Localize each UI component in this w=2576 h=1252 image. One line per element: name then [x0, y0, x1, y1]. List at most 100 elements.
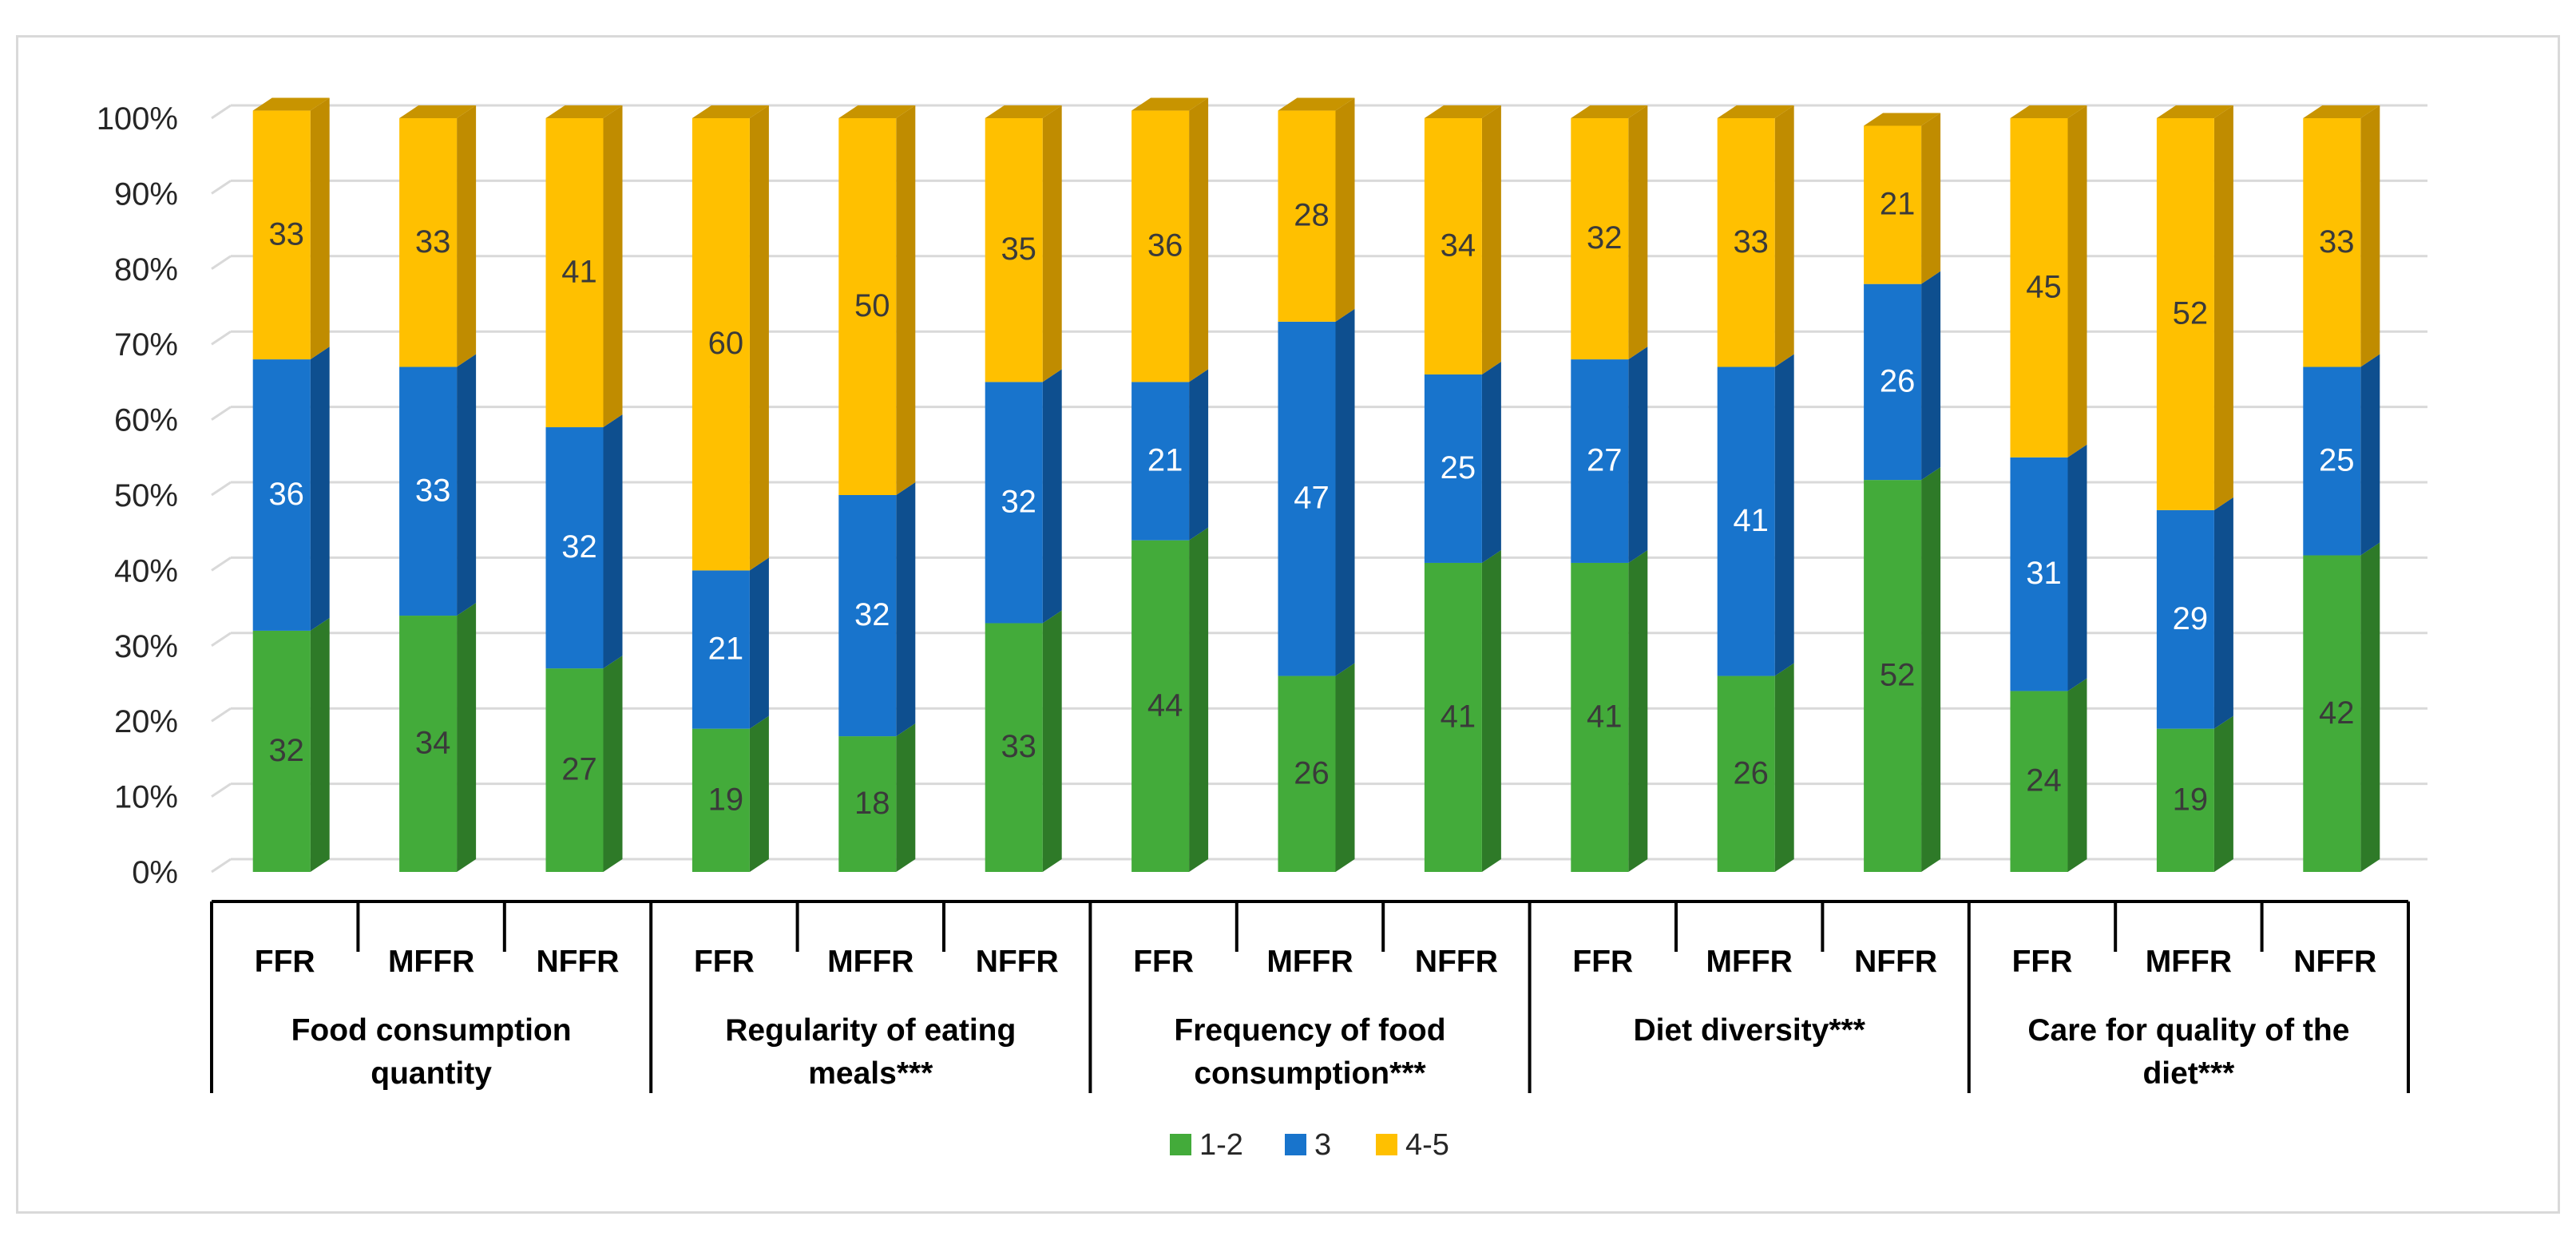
bar-segment: [2010, 457, 2068, 691]
bar-segment: [1717, 366, 1775, 676]
data-label: 50: [854, 288, 890, 323]
group-label: diet***: [2142, 1056, 2235, 1091]
group-label: Care for quality of the: [2027, 1013, 2349, 1048]
y-tick-label: 50%: [114, 478, 178, 513]
data-label: 29: [2173, 601, 2209, 636]
stacked-bar-chart: 0%10%20%30%40%50%60%70%80%90%100%3236333…: [97, 97, 2427, 1162]
bar-segment: [2156, 118, 2214, 510]
bar-segment: [545, 668, 604, 872]
gridline-diag: [211, 557, 232, 572]
category-label: NFFR: [2293, 945, 2376, 979]
bar-side: [603, 105, 623, 428]
data-label: 28: [1294, 198, 1330, 233]
data-label: 18: [854, 786, 890, 821]
bar-side: [2360, 354, 2380, 556]
bar-segment: [2156, 728, 2214, 872]
bar-top: [399, 105, 477, 118]
bar-segment: [1864, 283, 1922, 481]
bar-side: [2213, 497, 2233, 729]
bar-side: [457, 603, 477, 872]
bar-side: [1921, 113, 1941, 284]
bar-segment: [1424, 374, 1482, 563]
gridline-diag: [211, 330, 232, 346]
data-label: 19: [708, 782, 744, 817]
bar-segment: [692, 118, 750, 571]
legend-swatch: [1376, 1134, 1397, 1155]
bar-side: [2213, 105, 2233, 510]
bar-segment: [1278, 321, 1336, 676]
bar-segment: [252, 359, 311, 631]
data-label: 21: [1147, 443, 1183, 478]
category-label: MFFR: [388, 945, 474, 979]
bar-side: [1481, 105, 1501, 374]
category-label: NFFR: [1854, 945, 1937, 979]
bar-side: [457, 105, 477, 367]
bar-segment: [1424, 562, 1482, 872]
group-label: Food consumption: [291, 1013, 572, 1048]
data-label: 32: [268, 733, 304, 768]
bar-top: [1131, 97, 1209, 111]
bar-side: [1042, 610, 1062, 872]
bar-side: [749, 557, 769, 729]
bar-side: [1774, 354, 1794, 676]
data-label: 25: [2319, 443, 2355, 478]
legend-swatch: [1170, 1134, 1191, 1155]
bar-top: [1864, 113, 1941, 126]
y-tick-label: 20%: [114, 704, 178, 739]
bar-segment: [399, 118, 458, 367]
data-label: 47: [1294, 481, 1330, 516]
data-label: 32: [561, 529, 597, 565]
bar-side: [896, 723, 916, 872]
bar-side: [1335, 663, 1355, 872]
data-label: 33: [268, 216, 304, 252]
data-label: 33: [1001, 729, 1036, 764]
bar-side: [1481, 361, 1501, 563]
y-tick-label: 30%: [114, 629, 178, 664]
bar-side: [2067, 444, 2087, 691]
bar-side: [896, 482, 916, 737]
bar-segment: [2010, 118, 2068, 458]
category-label: FFR: [255, 945, 315, 979]
bar-segment: [1864, 125, 1922, 284]
bar-top: [2303, 105, 2380, 118]
bar-top: [2156, 105, 2233, 118]
y-tick-label: 40%: [114, 553, 178, 588]
y-tick-label: 0%: [132, 855, 178, 890]
data-label: 33: [415, 224, 451, 260]
bar-side: [1189, 527, 1209, 872]
data-label: 26: [1880, 363, 1916, 398]
bar-segment: [838, 736, 897, 872]
gridline-diag: [211, 782, 232, 798]
bar-segment: [692, 728, 750, 872]
y-tick-label: 100%: [97, 101, 178, 137]
group-label: Regularity of eating: [725, 1013, 1016, 1048]
category-label: NFFR: [1415, 945, 1498, 979]
data-label: 45: [2026, 269, 2062, 304]
category-label: FFR: [1133, 945, 1194, 979]
gridline-diag: [211, 632, 232, 648]
bar-side: [1189, 369, 1209, 541]
bar-top: [1717, 105, 1794, 118]
data-label: 32: [1587, 220, 1623, 256]
data-label: 32: [1001, 484, 1036, 519]
category-label: NFFR: [976, 945, 1059, 979]
y-tick-label: 70%: [114, 327, 178, 363]
bar-side: [603, 414, 623, 669]
bar-segment: [985, 382, 1043, 624]
bar-side: [896, 105, 916, 495]
bar-segment: [1131, 382, 1190, 541]
data-label: 44: [1147, 687, 1183, 723]
bar-side: [1628, 347, 1648, 563]
gridline-diag: [211, 104, 232, 120]
bar-segment: [1278, 676, 1336, 872]
bar-side: [1042, 105, 1062, 382]
category-label: MFFR: [827, 945, 913, 979]
data-label: 32: [854, 597, 890, 632]
group-label: Diet diversity***: [1633, 1013, 1865, 1048]
y-tick-label: 90%: [114, 176, 178, 212]
bar-segment: [252, 630, 311, 872]
data-label: 41: [1441, 699, 1476, 734]
bar-side: [1189, 97, 1209, 382]
bar-segment: [2156, 509, 2214, 729]
gridline-diag: [211, 481, 232, 497]
